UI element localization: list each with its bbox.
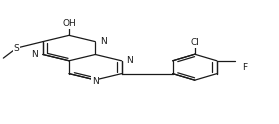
Text: Cl: Cl (190, 38, 199, 47)
Text: F: F (242, 63, 247, 72)
Text: OH: OH (62, 19, 76, 28)
Text: N: N (100, 37, 107, 46)
Text: N: N (92, 76, 99, 85)
Text: N: N (126, 56, 133, 65)
Text: N: N (92, 77, 99, 86)
Text: S: S (14, 44, 20, 53)
Text: N: N (31, 50, 38, 59)
